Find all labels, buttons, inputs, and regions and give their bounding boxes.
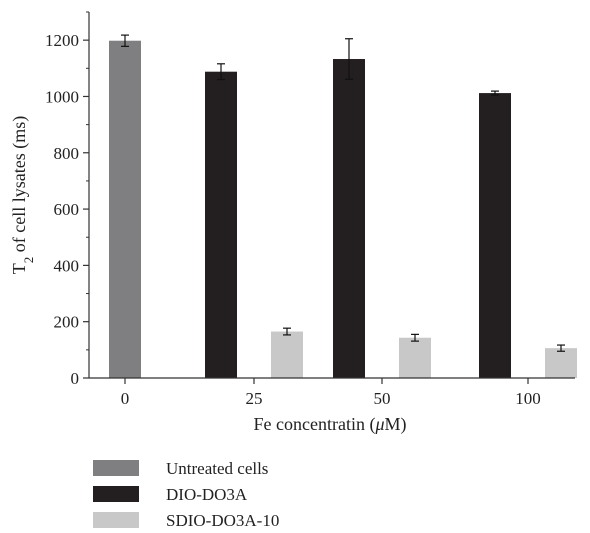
legend-swatch <box>93 460 139 476</box>
bar <box>109 40 141 379</box>
y-tick-label: 800 <box>54 144 80 163</box>
y-axis-title-main: T <box>9 263 29 274</box>
y-tick-label: 200 <box>54 313 80 332</box>
x-axis-title-unit: μ <box>374 414 384 434</box>
x-tick-label: 25 <box>246 389 263 408</box>
y-axis-title: T2 of cell lysates (ms) <box>9 116 36 274</box>
y-tick-label: 600 <box>54 200 80 219</box>
x-axis-title-prefix: Fe concentratin ( <box>254 414 376 435</box>
bar <box>205 71 237 378</box>
y-tick-label: 1200 <box>45 31 79 50</box>
x-axis-title: Fe concentratin (μM) <box>254 414 407 435</box>
x-tick-label: 50 <box>374 389 391 408</box>
bar <box>545 348 577 378</box>
legend-label: SDIO-DO3A-10 <box>166 511 279 530</box>
bar <box>333 59 365 379</box>
legend-label: Untreated cells <box>166 459 268 478</box>
legend: Untreated cells DIO-DO3A SDIO-DO3A-10 <box>93 459 279 530</box>
bar <box>271 331 303 378</box>
x-tick-label: 100 <box>515 389 541 408</box>
y-axis-title-rest: of cell lysates (ms) <box>9 116 30 257</box>
error-bars-layer <box>121 34 565 352</box>
y-tick-label: 1000 <box>45 87 79 106</box>
axes-layer <box>88 12 575 379</box>
bar <box>399 337 431 378</box>
y-axis-title-subscript: 2 <box>21 257 36 264</box>
bars-layer <box>109 40 577 379</box>
y-tick-label: 400 <box>54 256 80 275</box>
x-ticks-layer: 0 25 50 100 <box>121 378 541 408</box>
x-tick-label: 0 <box>121 389 130 408</box>
y-ticks-layer: 0 200 400 600 800 1000 1200 <box>45 11 89 388</box>
bar <box>479 93 511 379</box>
x-axis-title-suffix: M) <box>385 414 407 435</box>
legend-swatch <box>93 486 139 502</box>
legend-label: DIO-DO3A <box>166 485 248 504</box>
y-tick-label: 0 <box>71 369 80 388</box>
legend-swatch <box>93 512 139 528</box>
